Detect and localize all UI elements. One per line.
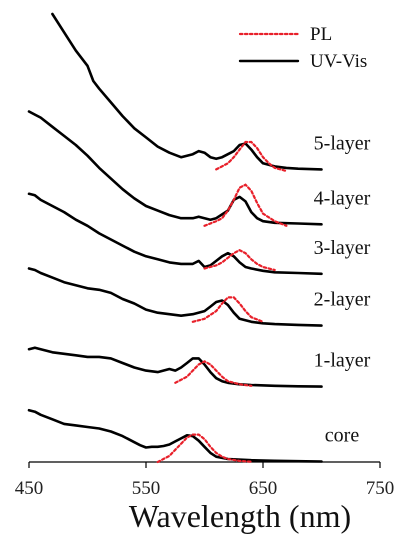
x-tick-label: 550 [132,478,161,499]
uv-vis-line-5-layer [51,12,323,171]
legend-pl-label: PL [310,24,332,45]
curve-label-2-layer: 2-layer [314,289,371,311]
curve-label-5-layer: 5-layer [314,132,371,154]
curve-label-4-layer: 4-layer [314,187,371,209]
curve-label-1-layer: 1-layer [314,350,371,372]
uv-vis-line-1-layer [27,346,323,388]
pl-line-1-layer [174,360,253,387]
uv-vis-line-3-layer [27,192,323,276]
x-axis-title: Wavelength (nm) [129,498,351,534]
legend-uv-label: UV-Vis [310,51,367,72]
x-tick-label: 450 [15,478,44,499]
pl-line-5-layer [215,140,288,173]
uv-vis-line-core [27,408,323,463]
plot-area: 450 550 650 750 core 1-layer 2-layer 3-layer 4-… [15,12,395,499]
pl-line-4-layer [203,183,288,227]
x-tick-label: 750 [366,478,395,499]
x-ticks: 450 550 650 750 [15,462,395,499]
curves [27,12,323,464]
uv-vis-line-2-layer [27,267,323,327]
curve-labels: core 1-layer 2-layer 3-layer 4-layer 5-layer [314,132,371,446]
legend: PL UV-Vis [238,24,367,72]
curve-label-3-layer: 3-layer [314,237,371,259]
pl-line-3-layer [203,248,276,272]
x-tick-label: 650 [249,478,278,499]
pl-line-core [156,433,253,464]
uv-vis-line-4-layer [27,110,323,226]
curve-label-core: core [325,425,360,447]
pl-line-2-layer [191,296,265,323]
